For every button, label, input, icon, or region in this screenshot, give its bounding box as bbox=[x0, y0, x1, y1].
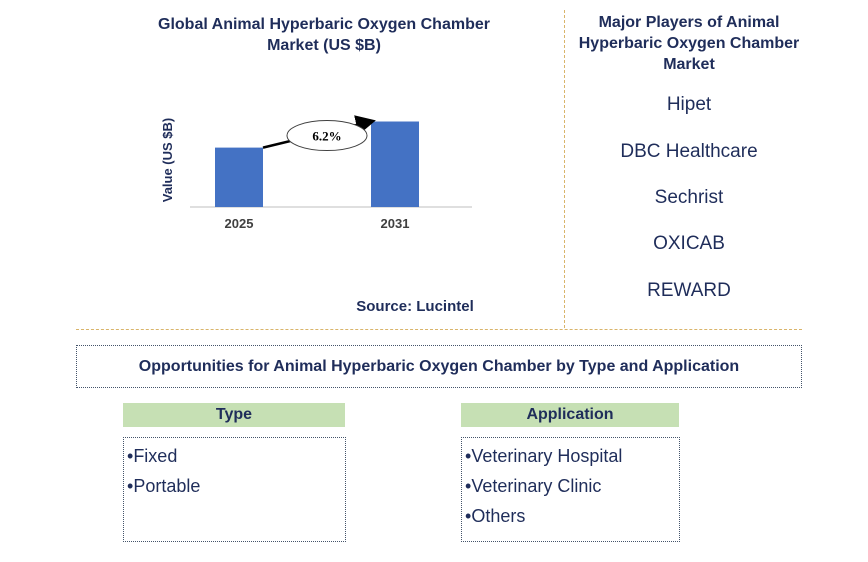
application-item: Veterinary Clinic bbox=[465, 471, 679, 501]
cagr-label: 6.2% bbox=[312, 129, 341, 144]
cagr-bubble bbox=[286, 120, 368, 152]
player-item: Sechrist bbox=[654, 187, 724, 208]
x-tick-label: 2025 bbox=[225, 216, 254, 231]
application-item: Veterinary Hospital bbox=[465, 441, 679, 471]
application-list: Veterinary Hospital Veterinary Clinic Ot… bbox=[461, 437, 680, 542]
chart-title: Global Animal Hyperbaric Oxygen Chamber … bbox=[158, 16, 490, 54]
bar-2025 bbox=[215, 147, 263, 207]
horizontal-divider bbox=[76, 329, 802, 330]
player-item: Hipet bbox=[666, 94, 712, 115]
type-item: Fixed bbox=[127, 441, 345, 471]
player-item: OXICAB bbox=[653, 233, 725, 254]
player-item: DBC Healthcare bbox=[620, 141, 758, 162]
players-title: Major Players of Animal Hyperbaric Oxyge… bbox=[578, 14, 800, 73]
type-list: Fixed Portable bbox=[123, 437, 346, 542]
source-label: Source: Lucintel bbox=[356, 298, 474, 315]
opportunities-title: Opportunities for Animal Hyperbaric Oxyg… bbox=[76, 345, 802, 388]
application-header: Application bbox=[461, 403, 679, 427]
y-axis-label: Value (US $B) bbox=[160, 118, 175, 203]
x-tick-label: 2031 bbox=[381, 216, 410, 231]
bar-2031 bbox=[371, 121, 419, 207]
player-item: REWARD bbox=[647, 280, 731, 301]
type-item: Portable bbox=[127, 471, 345, 501]
bar-chart: Value (US $B) 2025 2031 6.2% bbox=[160, 115, 472, 231]
application-item: Others bbox=[465, 501, 679, 531]
type-header: Type bbox=[123, 403, 345, 427]
vertical-divider bbox=[564, 10, 565, 328]
